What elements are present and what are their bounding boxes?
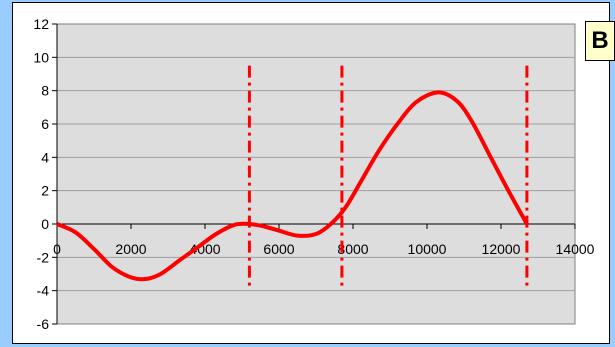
x-tick-label: 12000 <box>482 241 521 257</box>
x-tick-label: 10000 <box>408 241 447 257</box>
x-tick-label: 8000 <box>337 241 368 257</box>
series-line <box>56 90 529 282</box>
y-tick-label: 10 <box>33 49 49 65</box>
x-tick-label: 0 <box>53 241 61 257</box>
y-tick-label: -4 <box>37 283 50 299</box>
plot-area <box>56 23 576 325</box>
y-tick-label: -6 <box>37 316 50 332</box>
x-tick-label: 4000 <box>189 241 220 257</box>
y-tick-label: 8 <box>41 83 49 99</box>
y-tick-label: -2 <box>37 249 50 265</box>
y-tick-label: 2 <box>41 183 49 199</box>
panel-label-badge: B <box>585 21 615 61</box>
x-tick-label: 2000 <box>115 241 146 257</box>
chart-panel: -6 -4 -2 0 2 4 6 8 10 12 0 2000 4000 6000 8000 10000 120… <box>12 2 615 344</box>
y-tick-label: 12 <box>33 16 49 32</box>
y-tick-label: 6 <box>41 116 49 132</box>
y-tick-label: 0 <box>41 216 49 232</box>
x-tick-label: 14000 <box>556 241 595 257</box>
x-tick-label: 6000 <box>263 241 294 257</box>
y-tick-label: 4 <box>41 149 49 165</box>
